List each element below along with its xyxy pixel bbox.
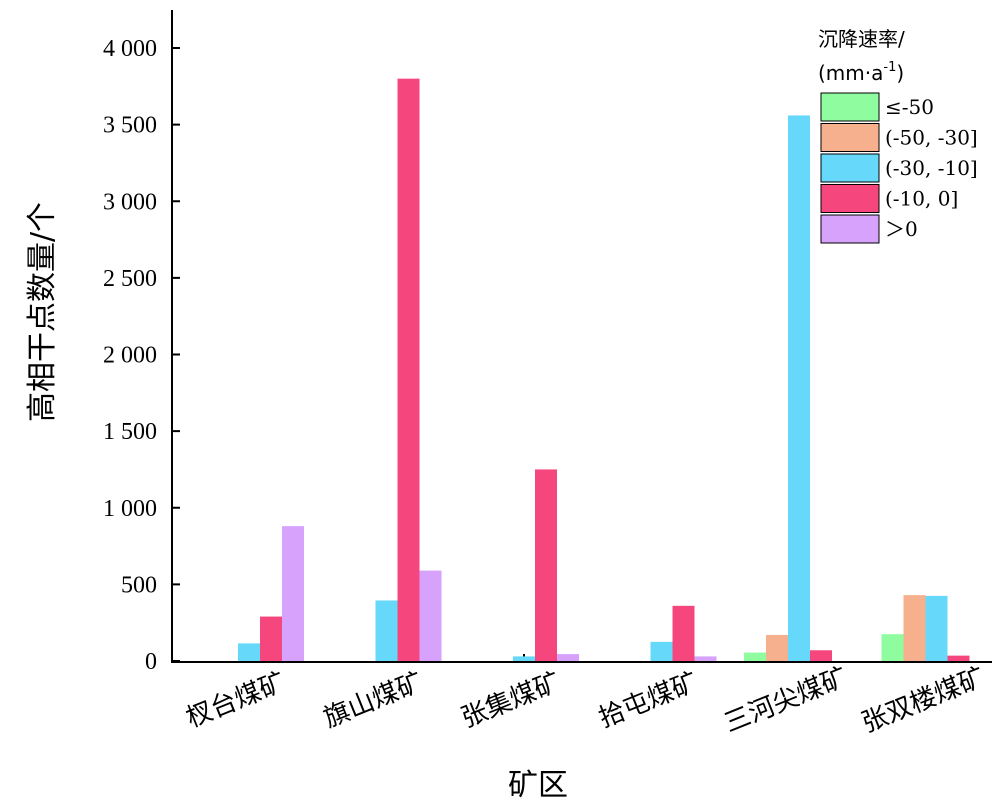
bar (694, 656, 717, 661)
bar (766, 634, 788, 661)
legend-title-line2: (mm·a-1) (818, 60, 904, 85)
x-tick-label: 杈台煤矿 (182, 667, 290, 734)
y-tick-label: 1 500 (103, 419, 157, 445)
y-tick-label: 3 500 (103, 113, 157, 139)
bar (744, 652, 766, 661)
bar (672, 605, 695, 661)
bar (419, 570, 442, 661)
bar (397, 78, 420, 661)
legend: 沉降速率/ (mm·a-1) ≤-50 (-50, -30] (-30, -10] (… (818, 27, 978, 244)
x-tick-label: 三河尖煤矿 (720, 662, 852, 739)
y-tick-label: 500 (121, 572, 157, 598)
y-tick-label: 4 000 (103, 36, 157, 62)
x-tick-label: 旗山煤矿 (320, 667, 428, 734)
y-tick-label: 1 000 (103, 496, 157, 522)
legend-swatch (820, 123, 880, 152)
bar (947, 655, 970, 661)
y-tick-label: 2 500 (103, 266, 157, 292)
legend-title-exponent: -1 (883, 60, 896, 75)
y-tick-label: 3 000 (103, 189, 157, 215)
legend-swatch (820, 214, 880, 244)
legend-label: ≤-50 (885, 95, 934, 119)
bar (788, 115, 810, 662)
x-tick-label: 拾屯煤矿 (595, 667, 703, 734)
x-axis-title: 矿区 (508, 768, 568, 803)
bar (375, 600, 398, 661)
bar (881, 634, 904, 661)
bar (535, 469, 557, 661)
bar (557, 654, 579, 661)
legend-title-close: ) (896, 61, 904, 85)
y-axis-title: 高相干点数量/个 (25, 202, 60, 422)
bar (650, 641, 673, 661)
legend-label: (-10, 0] (885, 187, 958, 211)
y-tick-label: 0 (145, 649, 157, 675)
legend-swatch (820, 92, 880, 122)
legend-label: (-50, -30] (885, 126, 978, 150)
bar (282, 526, 304, 661)
legend-swatch (820, 184, 880, 213)
bar (903, 595, 926, 661)
legend-title-line1: 沉降速率/ (818, 27, 905, 51)
x-tick-label: 张集煤矿 (457, 667, 565, 734)
legend-title-unit: (mm·a (818, 61, 883, 85)
bar (925, 595, 948, 661)
bar (513, 656, 535, 661)
legend-label: (-30, -10] (885, 156, 978, 180)
y-tick-label: 2 000 (103, 343, 157, 369)
bar (238, 643, 260, 661)
x-tick-label: 张双楼煤矿 (858, 662, 990, 739)
bar (810, 650, 832, 661)
legend-label: ＞0 (885, 217, 918, 241)
legend-swatch (820, 153, 880, 183)
bar (260, 616, 282, 661)
